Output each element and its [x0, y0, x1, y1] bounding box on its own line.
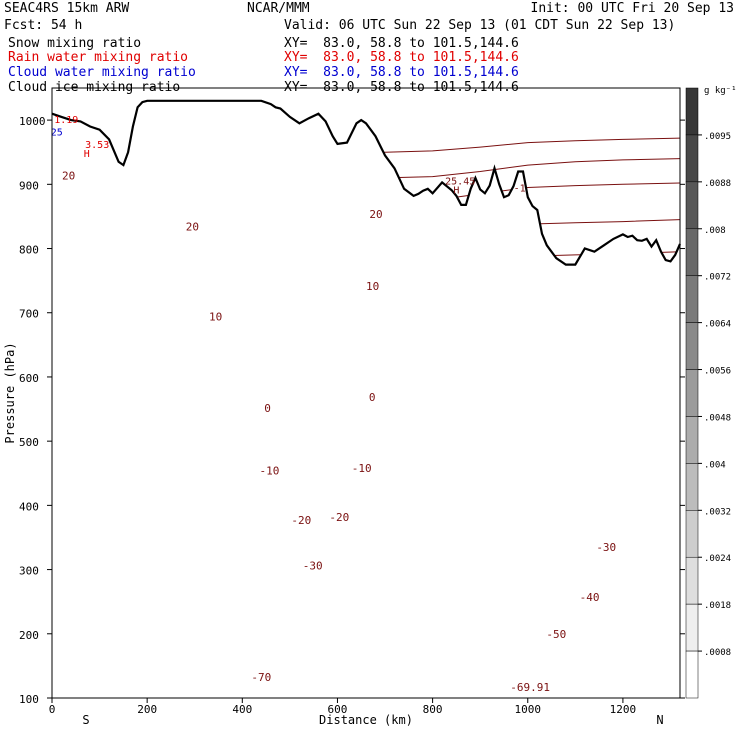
contour-label: 20 — [369, 208, 382, 221]
contour-label: 20 — [62, 169, 75, 182]
hydrometeor-label: -1 — [514, 184, 526, 195]
colorbar-tick-label: .004 — [704, 460, 726, 470]
contour-label: -69.91 — [510, 681, 550, 694]
colorbar-tick-label: .0095 — [704, 132, 731, 142]
field-xy-rain: XY= 83.0, 58.8 to 101.5,144.6 — [284, 50, 519, 65]
x-tick-label: 0 — [49, 703, 56, 716]
colorbar-tick-label: .0024 — [704, 554, 731, 564]
colorbar-unit: g kg⁻¹ — [704, 86, 737, 96]
y-tick-label: 500 — [19, 436, 39, 449]
x-tick-label: 1200 — [610, 703, 637, 716]
y-tick-label: 600 — [19, 372, 39, 385]
hydrometeor-label: 1.19 — [54, 115, 78, 126]
x-tick-label: 200 — [137, 703, 157, 716]
header-fcst: Fcst: 54 h — [4, 18, 83, 33]
y-axis-label: Pressure (hPa) — [3, 342, 17, 443]
colorbar-swatch — [685, 603, 699, 652]
colorbar-swatch — [685, 322, 699, 370]
contour-label: -70 — [251, 671, 271, 684]
contour-labels: -69.91 -70 -50 -40 -30 -30 -20 -20 -10 -10 0 0 10 10 2… — [62, 169, 616, 694]
hydrometeor-label: 3.53 — [85, 140, 109, 151]
colorbar-tick-label: .0064 — [704, 320, 731, 330]
x-tick-label: 400 — [232, 703, 252, 716]
contour-label: -40 — [580, 591, 600, 604]
field-xy-snow: XY= 83.0, 58.8 to 101.5,144.6 — [284, 36, 519, 51]
y-tick-label: 100 — [19, 693, 39, 706]
contour-label: -30 — [303, 560, 323, 573]
header-org: NCAR/MMM — [247, 1, 310, 16]
colorbar-tick-label: .0056 — [704, 367, 731, 377]
colorbar-swatch — [685, 87, 699, 136]
terrain-fill — [52, 100, 680, 699]
contour-label: -10 — [259, 465, 279, 478]
x-tick-label: 800 — [423, 703, 443, 716]
colorbar-tick-label: .0018 — [704, 601, 731, 611]
endpoint-left: S — [82, 713, 89, 727]
y-tick-label: 800 — [19, 244, 39, 257]
contour-label: -20 — [329, 511, 349, 524]
field-label-snow: Snow mixing ratio — [8, 36, 142, 51]
colorbar-swatch — [685, 510, 699, 558]
header-valid: Valid: 06 UTC Sun 22 Sep 13 (01 CDT Sun … — [284, 18, 676, 33]
contour-label: 10 — [366, 280, 379, 293]
colorbar: .0095 .0088 .008 .0072 .0064 .0056 .0048 .004 .0… — [685, 87, 731, 699]
hydrometeor-label: 25.45 — [445, 176, 475, 187]
colorbar-swatch — [685, 181, 699, 230]
colorbar-swatch — [685, 416, 699, 464]
x-tick-label: 1000 — [515, 703, 542, 716]
y-tick-label: 300 — [19, 565, 39, 578]
colorbar-tick-label: .0088 — [704, 179, 731, 189]
colorbar-swatch — [685, 134, 699, 183]
colorbar-swatch — [685, 556, 699, 605]
colorbar-tick-label: .0008 — [704, 648, 731, 658]
x-axis-label: Distance (km) — [319, 713, 413, 727]
contour-label: 10 — [209, 311, 222, 324]
header-init: Init: 00 UTC Fri 20 Sep 13 — [530, 1, 735, 16]
contour-label: 20 — [186, 221, 199, 234]
y-tick-label: 400 — [19, 500, 39, 513]
contour-label: -50 — [546, 628, 566, 641]
y-tick-label: 900 — [19, 179, 39, 192]
colorbar-swatch — [685, 275, 699, 323]
colorbar-tick-label: .008 — [704, 226, 726, 236]
endpoint-right: N — [656, 713, 663, 727]
contour-label: -10 — [352, 462, 372, 475]
y-tick-label: 200 — [19, 629, 39, 642]
colorbar-swatch — [685, 463, 699, 511]
colorbar-tick-label: .0072 — [704, 273, 731, 283]
contour-label: -20 — [291, 514, 311, 527]
terrain-profile — [51, 99, 682, 699]
header-model: SEAC4RS 15km ARW — [4, 1, 130, 16]
colorbar-tick-label: .0032 — [704, 507, 731, 517]
y-tick-label: 700 — [19, 308, 39, 321]
hydrometeor-label: 25 — [51, 128, 63, 139]
contour-label: 0 — [264, 402, 271, 415]
field-xy-cloud-water: XY= 83.0, 58.8 to 101.5,144.6 — [284, 65, 519, 80]
contour-label: 0 — [369, 391, 376, 404]
colorbar-swatch — [685, 369, 699, 417]
colorbar-swatch — [685, 650, 699, 699]
y-tick-label: 1000 — [19, 115, 46, 128]
field-label-cloud-water: Cloud water mixing ratio — [8, 65, 196, 80]
colorbar-tick-label: .0048 — [704, 413, 731, 423]
plot-frame — [51, 87, 681, 699]
hydrometeor-label: H — [84, 149, 90, 160]
terrain-line — [51, 99, 682, 266]
colorbar-swatch — [685, 228, 699, 276]
hydrometeor-label: H — [453, 185, 459, 196]
x-tick-label: 600 — [328, 703, 348, 716]
field-label-rain: Rain water mixing ratio — [8, 50, 189, 65]
contour-label: -30 — [596, 541, 616, 554]
